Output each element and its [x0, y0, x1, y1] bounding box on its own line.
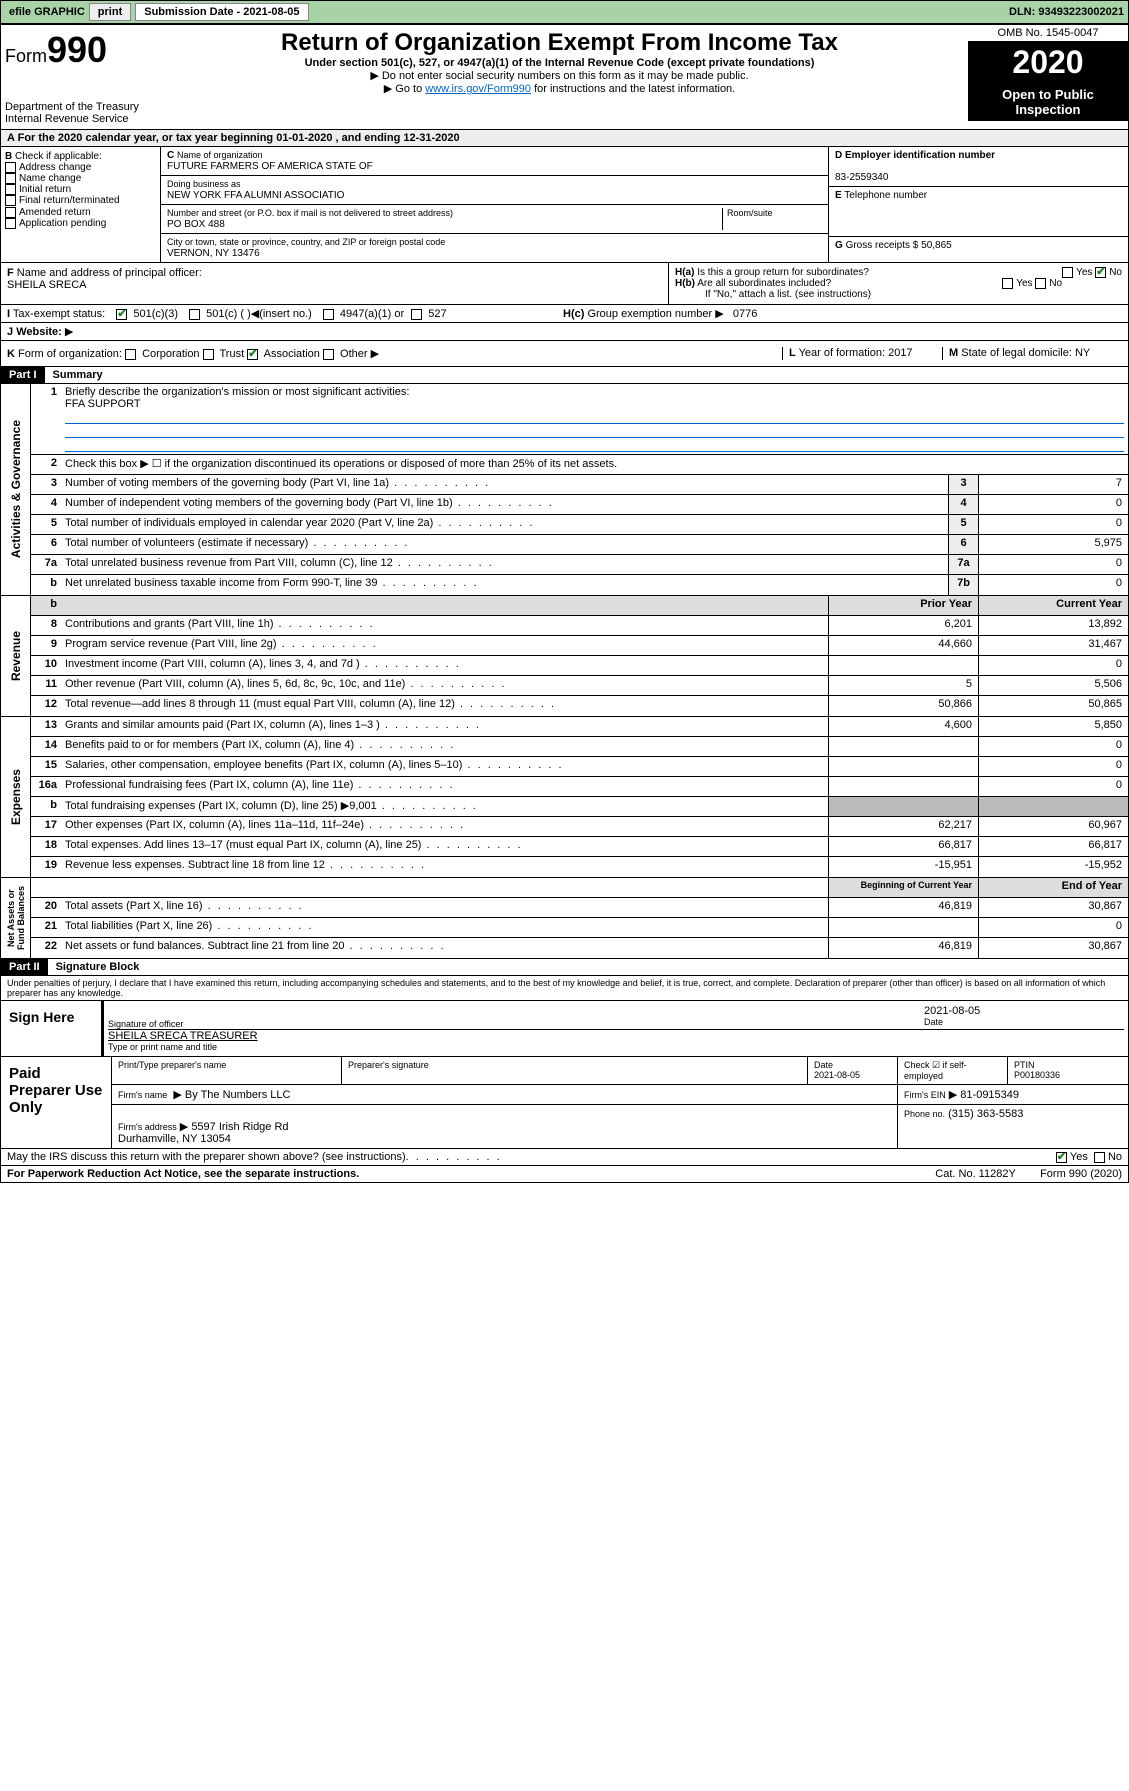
firm-name: By The Numbers LLC: [185, 1089, 291, 1101]
paid-preparer: Paid Preparer Use Only Print/Type prepar…: [0, 1057, 1129, 1149]
net-assets-section: Net Assets or Fund Balances Beginning of…: [0, 878, 1129, 959]
discuss-row: May the IRS discuss this return with the…: [0, 1149, 1129, 1166]
line-j: J Website: ▶: [0, 323, 1129, 341]
officer-name-title: SHEILA SRECA TREASURER: [108, 1030, 1124, 1042]
privacy-note: Do not enter social security numbers on …: [155, 69, 964, 82]
header-info: B Check if applicable: Address change Na…: [0, 147, 1129, 263]
ein: 83-2559340: [835, 172, 888, 183]
firm-phone: (315) 363-5583: [948, 1108, 1023, 1120]
phone-label: Telephone number: [844, 190, 927, 201]
open-public: Open to Public Inspection: [968, 83, 1128, 121]
line-klm: K Form of organization: Corporation Trus…: [0, 341, 1129, 367]
table-row: 17Other expenses (Part IX, column (A), l…: [31, 817, 1128, 837]
table-row: 20Total assets (Part X, line 16)46,81930…: [31, 898, 1128, 918]
footer: For Paperwork Reduction Act Notice, see …: [0, 1166, 1129, 1183]
link-note: Go to www.irs.gov/Form990 for instructio…: [155, 82, 964, 95]
print-button[interactable]: print: [89, 3, 131, 21]
omb-number: OMB No. 1545-0047: [968, 25, 1128, 42]
year-formation: 2017: [888, 347, 912, 359]
table-row: 14Benefits paid to or for members (Part …: [31, 737, 1128, 757]
line-i: I Tax-exempt status: 501(c)(3) 501(c) ( …: [0, 305, 1129, 323]
dba: NEW YORK FFA ALUMNI ASSOCIATIO: [167, 190, 344, 201]
signature-block: Sign Here Signature of officer 2021-08-0…: [0, 1001, 1129, 1057]
declaration: Under penalties of perjury, I declare th…: [0, 976, 1129, 1001]
table-row: 18Total expenses. Add lines 13–17 (must …: [31, 837, 1128, 857]
table-row: 12Total revenue—add lines 8 through 11 (…: [31, 696, 1128, 716]
city-state-zip: VERNON, NY 13476: [167, 248, 260, 259]
line-a: A For the 2020 calendar year, or tax yea…: [0, 130, 1129, 147]
table-row: 19Revenue less expenses. Subtract line 1…: [31, 857, 1128, 877]
dln-label: DLN: 93493223002021: [1009, 6, 1124, 18]
sig-date: 2021-08-05: [924, 1005, 1124, 1017]
col-b: B Check if applicable: Address change Na…: [1, 147, 161, 262]
section-fh: F Name and address of principal officer:…: [0, 263, 1129, 305]
table-row: 11Other revenue (Part VIII, column (A), …: [31, 676, 1128, 696]
ptin: P00180336: [1014, 1070, 1060, 1080]
submission-date-button[interactable]: Submission Date - 2021-08-05: [135, 3, 308, 21]
table-row: 5Total number of individuals employed in…: [31, 515, 1128, 535]
table-row: 16aProfessional fundraising fees (Part I…: [31, 777, 1128, 797]
table-row: 8Contributions and grants (Part VIII, li…: [31, 616, 1128, 636]
expenses-section: Expenses 13Grants and similar amounts pa…: [0, 717, 1129, 878]
table-row: 6Total number of volunteers (estimate if…: [31, 535, 1128, 555]
table-row: 10Investment income (Part VIII, column (…: [31, 656, 1128, 676]
tax-year: 2020: [968, 42, 1128, 83]
table-row: 4Number of independent voting members of…: [31, 495, 1128, 515]
revenue-section: Revenue b Prior Year Current Year 8Contr…: [0, 596, 1129, 717]
part2-header: Part II Signature Block: [0, 959, 1129, 976]
table-row: bNet unrelated business taxable income f…: [31, 575, 1128, 595]
org-name: FUTURE FARMERS OF AMERICA STATE OF: [167, 161, 373, 172]
dept-label: Department of the Treasury Internal Reve…: [5, 101, 147, 125]
street-address: PO BOX 488: [167, 219, 225, 230]
firm-ein: 81-0915349: [960, 1089, 1019, 1101]
table-row: bTotal fundraising expenses (Part IX, co…: [31, 797, 1128, 817]
room-suite-label: Room/suite: [727, 208, 773, 218]
table-row: 15Salaries, other compensation, employee…: [31, 757, 1128, 777]
gross-receipts: 50,865: [921, 240, 952, 251]
state-domicile: NY: [1075, 347, 1090, 359]
table-row: 21Total liabilities (Part X, line 26)0: [31, 918, 1128, 938]
table-row: 13Grants and similar amounts paid (Part …: [31, 717, 1128, 737]
form-header: Form990 Department of the Treasury Inter…: [0, 24, 1129, 130]
table-row: 3Number of voting members of the governi…: [31, 475, 1128, 495]
topbar: efile GRAPHIC print Submission Date - 20…: [0, 0, 1129, 24]
group-exemption: 0776: [733, 308, 757, 320]
principal-officer: SHEILA SRECA: [7, 279, 86, 291]
table-row: 22Net assets or fund balances. Subtract …: [31, 938, 1128, 958]
irs-link[interactable]: www.irs.gov/Form990: [425, 83, 531, 95]
form-number: Form990: [5, 29, 147, 71]
form-subtitle: Under section 501(c), 527, or 4947(a)(1)…: [155, 57, 964, 69]
table-row: 7aTotal unrelated business revenue from …: [31, 555, 1128, 575]
efile-label: efile GRAPHIC: [9, 6, 85, 18]
part1-header: Part I Summary: [0, 367, 1129, 384]
table-row: 9Program service revenue (Part VIII, lin…: [31, 636, 1128, 656]
form-title: Return of Organization Exempt From Incom…: [155, 29, 964, 57]
activities-governance: Activities & Governance 1 Briefly descri…: [0, 384, 1129, 596]
mission: FFA SUPPORT: [65, 398, 141, 410]
